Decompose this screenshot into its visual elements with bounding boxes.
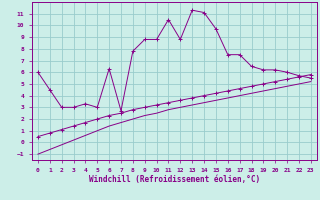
X-axis label: Windchill (Refroidissement éolien,°C): Windchill (Refroidissement éolien,°C) — [89, 175, 260, 184]
